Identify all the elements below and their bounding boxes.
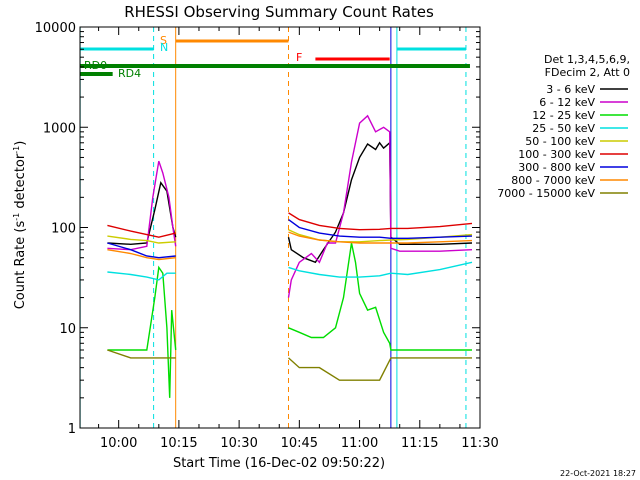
svg-text:Count Rate (s-1 detector-1): Count Rate (s-1 detector-1) [12, 141, 28, 310]
state-bar-n-2 [396, 47, 466, 51]
legend-label: 12 - 25 keV [532, 109, 595, 122]
state-bar-rd4 [80, 72, 113, 76]
y-tick-label: 1000 [43, 121, 76, 136]
y-tick-label: 10 [59, 322, 76, 337]
x-axis: 10:00 10:15 10:30 10:45 11:00 11:15 11:30 [98, 27, 499, 451]
legend-label: 800 - 7000 keV [511, 174, 595, 187]
series-line-2 [107, 114, 473, 298]
x-tick-label: 10:15 [160, 436, 197, 451]
series-line-3 [107, 242, 472, 398]
series-line-4 [107, 261, 473, 281]
series-line-6 [107, 212, 473, 238]
legend-label: 25 - 50 keV [532, 122, 595, 135]
state-label-rd0: RD0 [84, 59, 107, 72]
state-bar-f [315, 57, 390, 61]
footer-timestamp: 22-Oct-2021 18:27 [560, 469, 636, 478]
legend: Det 1,3,4,5,6,9, FDecim 2, Att 0 3 - 6 k… [497, 53, 630, 200]
legend-label: 100 - 300 keV [518, 148, 595, 161]
legend-header-line-2: FDecim 2, Att 0 [545, 66, 630, 79]
state-bar-rd0 [80, 64, 470, 68]
series-line-9 [107, 349, 472, 381]
y-tick-label: 10000 [35, 21, 76, 36]
x-tick-label: 10:30 [220, 436, 257, 451]
legend-label: 3 - 6 keV [546, 83, 595, 96]
legend-label: 7000 - 15000 keV [497, 187, 595, 200]
legend-label: 300 - 800 keV [518, 161, 595, 174]
y-tick-label: 100 [51, 222, 76, 237]
legend-label: 6 - 12 keV [539, 96, 595, 109]
chart-title: RHESSI Observing Summary Count Rates [124, 3, 434, 21]
series-line-1 [107, 141, 473, 264]
state-label-rd4: RD4 [118, 67, 141, 80]
series-line-8 [107, 231, 473, 261]
legend-header-line-1: Det 1,3,4,5,6,9, [544, 53, 630, 66]
x-tick-label: 11:15 [401, 436, 438, 451]
plot-content: SN F RD0 RD4 [79, 27, 473, 428]
y-axis: 1 10 100 1000 10000 [35, 21, 480, 437]
state-bar-n [80, 47, 154, 51]
series-line-7 [107, 219, 473, 259]
y-axis-label: Count Rate (s-1 detector-1) [12, 141, 28, 310]
state-label-f: F [296, 51, 302, 64]
x-tick-label: 11:30 [461, 436, 498, 451]
state-label-n: N [160, 41, 168, 54]
state-label-s: S [160, 34, 167, 47]
x-axis-label: Start Time (16-Dec-02 09:50:22) [173, 456, 385, 471]
y-tick-label: 1 [68, 422, 76, 437]
state-bar-s [175, 39, 289, 43]
x-tick-label: 10:45 [281, 436, 318, 451]
legend-label: 50 - 100 keV [525, 135, 595, 148]
x-tick-label: 11:00 [341, 436, 378, 451]
x-tick-label: 10:00 [100, 436, 137, 451]
